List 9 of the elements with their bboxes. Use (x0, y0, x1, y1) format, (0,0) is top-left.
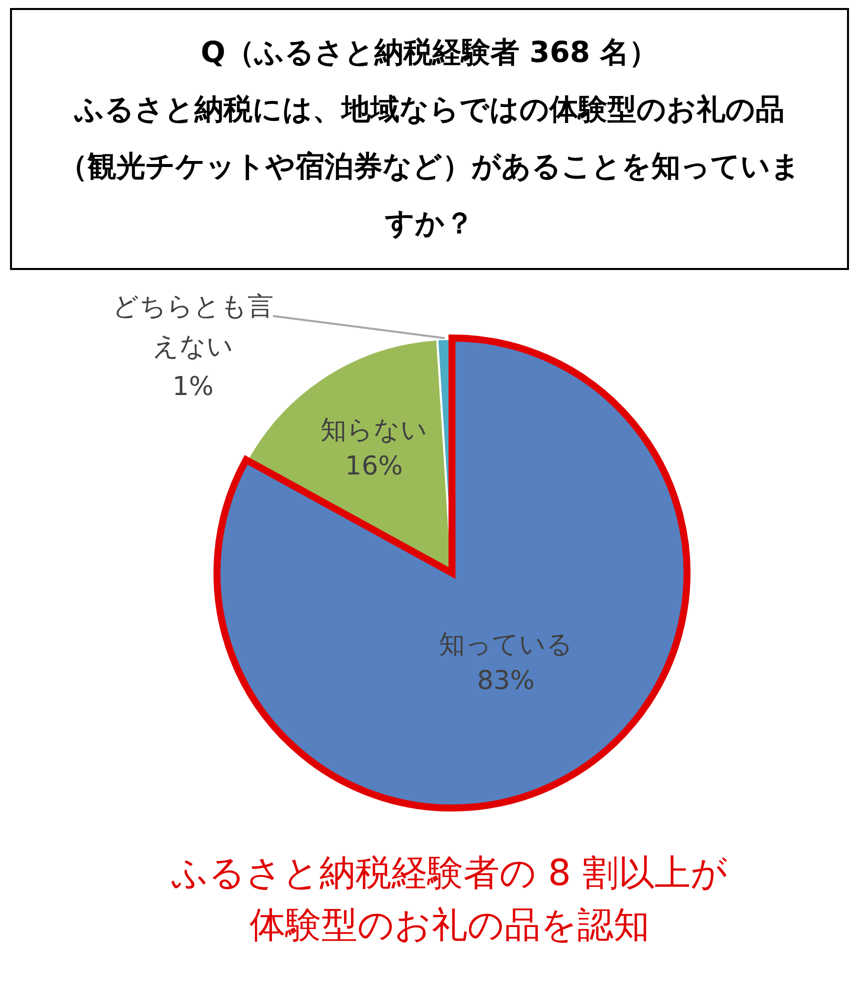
slice-label: 知らない (320, 416, 428, 446)
chart-subtitle: ふるさと納税には、地域ならではの体験型のお礼の品（観光チケットや宿泊券など）があることを知っていますか？ (58, 91, 802, 242)
chart-title: Q（ふるさと納税経験者 368 名） (200, 34, 660, 71)
slice-label: どちらとも言えない (112, 292, 274, 362)
data-label: 16% (345, 452, 403, 482)
data-label: 1% (172, 372, 214, 402)
slice-label: 知っている (438, 630, 573, 660)
data-label: 83% (476, 666, 535, 696)
text: ふるさと納税経験者の 8 割以上が体験型のお礼の品を認知 (170, 852, 728, 948)
